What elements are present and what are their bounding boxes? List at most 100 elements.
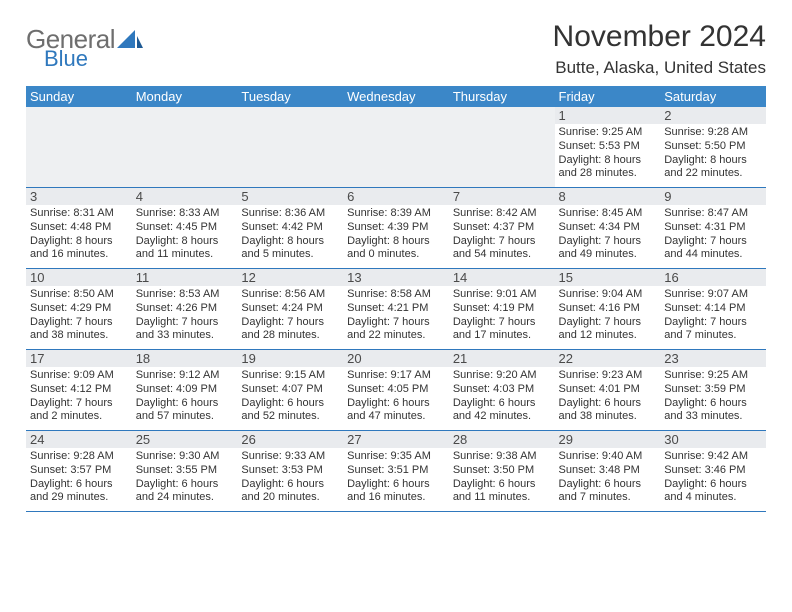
day-content: Sunrise: 9:42 AMSunset: 3:46 PMDaylight:…	[660, 448, 766, 511]
day-content: Sunrise: 8:45 AMSunset: 4:34 PMDaylight:…	[555, 205, 661, 268]
day-number: 18	[132, 350, 238, 367]
day-cell: 4Sunrise: 8:33 AMSunset: 4:45 PMDaylight…	[132, 188, 238, 269]
daylight-text: Daylight: 8 hours and 0 minutes.	[347, 235, 445, 263]
day-number: 21	[449, 350, 555, 367]
sunrise-text: Sunrise: 8:36 AM	[241, 207, 339, 221]
day-cell: 29Sunrise: 9:40 AMSunset: 3:48 PMDayligh…	[555, 431, 661, 512]
sunset-text: Sunset: 3:51 PM	[347, 464, 445, 478]
daylight-text: Daylight: 8 hours and 16 minutes.	[30, 235, 128, 263]
day-number: 5	[237, 188, 343, 205]
sunrise-text: Sunrise: 9:42 AM	[664, 450, 762, 464]
daylight-text: Daylight: 6 hours and 33 minutes.	[664, 397, 762, 425]
day-content: Sunrise: 9:40 AMSunset: 3:48 PMDaylight:…	[555, 448, 661, 511]
day-number: 12	[237, 269, 343, 286]
day-content: Sunrise: 8:47 AMSunset: 4:31 PMDaylight:…	[660, 205, 766, 268]
day-cell	[132, 107, 238, 188]
week-row: 3Sunrise: 8:31 AMSunset: 4:48 PMDaylight…	[26, 188, 766, 269]
day-content	[26, 124, 132, 187]
day-cell: 22Sunrise: 9:23 AMSunset: 4:01 PMDayligh…	[555, 350, 661, 431]
sunrise-text: Sunrise: 9:17 AM	[347, 369, 445, 383]
day-cell: 3Sunrise: 8:31 AMSunset: 4:48 PMDaylight…	[26, 188, 132, 269]
day-content	[343, 124, 449, 187]
logo: General Blue	[26, 20, 143, 70]
day-number: 9	[660, 188, 766, 205]
day-number: 14	[449, 269, 555, 286]
sunrise-text: Sunrise: 8:31 AM	[30, 207, 128, 221]
day-number: 7	[449, 188, 555, 205]
day-cell: 2Sunrise: 9:28 AMSunset: 5:50 PMDaylight…	[660, 107, 766, 188]
dh-sun: Sunday	[26, 86, 132, 107]
day-cell: 19Sunrise: 9:15 AMSunset: 4:07 PMDayligh…	[237, 350, 343, 431]
day-number: 10	[26, 269, 132, 286]
daylight-text: Daylight: 8 hours and 22 minutes.	[664, 154, 762, 182]
day-number: 11	[132, 269, 238, 286]
sunset-text: Sunset: 3:48 PM	[559, 464, 657, 478]
day-cell: 15Sunrise: 9:04 AMSunset: 4:16 PMDayligh…	[555, 269, 661, 350]
sunrise-text: Sunrise: 9:28 AM	[664, 126, 762, 140]
day-content: Sunrise: 8:39 AMSunset: 4:39 PMDaylight:…	[343, 205, 449, 268]
daylight-text: Daylight: 7 hours and 38 minutes.	[30, 316, 128, 344]
day-number: 29	[555, 431, 661, 448]
day-cell: 14Sunrise: 9:01 AMSunset: 4:19 PMDayligh…	[449, 269, 555, 350]
day-cell: 9Sunrise: 8:47 AMSunset: 4:31 PMDaylight…	[660, 188, 766, 269]
week-row: 1Sunrise: 9:25 AMSunset: 5:53 PMDaylight…	[26, 107, 766, 188]
sunrise-text: Sunrise: 9:09 AM	[30, 369, 128, 383]
logo-sail-icon	[117, 30, 143, 50]
day-number	[343, 107, 449, 124]
sunrise-text: Sunrise: 8:45 AM	[559, 207, 657, 221]
sunrise-text: Sunrise: 9:38 AM	[453, 450, 551, 464]
day-number: 27	[343, 431, 449, 448]
day-content: Sunrise: 8:33 AMSunset: 4:45 PMDaylight:…	[132, 205, 238, 268]
sunrise-text: Sunrise: 8:39 AM	[347, 207, 445, 221]
day-cell: 21Sunrise: 9:20 AMSunset: 4:03 PMDayligh…	[449, 350, 555, 431]
sunrise-text: Sunrise: 9:07 AM	[664, 288, 762, 302]
day-content: Sunrise: 9:38 AMSunset: 3:50 PMDaylight:…	[449, 448, 555, 511]
sunset-text: Sunset: 4:14 PM	[664, 302, 762, 316]
day-cell: 16Sunrise: 9:07 AMSunset: 4:14 PMDayligh…	[660, 269, 766, 350]
day-number	[237, 107, 343, 124]
calendar-table: Sunday Monday Tuesday Wednesday Thursday…	[26, 86, 766, 512]
sunrise-text: Sunrise: 8:58 AM	[347, 288, 445, 302]
day-content: Sunrise: 9:25 AMSunset: 3:59 PMDaylight:…	[660, 367, 766, 430]
day-number: 1	[555, 107, 661, 124]
daylight-text: Daylight: 6 hours and 20 minutes.	[241, 478, 339, 506]
sunset-text: Sunset: 3:59 PM	[664, 383, 762, 397]
day-content: Sunrise: 9:20 AMSunset: 4:03 PMDaylight:…	[449, 367, 555, 430]
day-number: 15	[555, 269, 661, 286]
day-content: Sunrise: 9:35 AMSunset: 3:51 PMDaylight:…	[343, 448, 449, 511]
sunrise-text: Sunrise: 8:33 AM	[136, 207, 234, 221]
sunrise-text: Sunrise: 8:53 AM	[136, 288, 234, 302]
day-number: 3	[26, 188, 132, 205]
day-number: 25	[132, 431, 238, 448]
day-content: Sunrise: 9:01 AMSunset: 4:19 PMDaylight:…	[449, 286, 555, 349]
day-content: Sunrise: 9:23 AMSunset: 4:01 PMDaylight:…	[555, 367, 661, 430]
day-number: 17	[26, 350, 132, 367]
daylight-text: Daylight: 7 hours and 12 minutes.	[559, 316, 657, 344]
day-cell: 30Sunrise: 9:42 AMSunset: 3:46 PMDayligh…	[660, 431, 766, 512]
sunset-text: Sunset: 3:57 PM	[30, 464, 128, 478]
day-content: Sunrise: 8:56 AMSunset: 4:24 PMDaylight:…	[237, 286, 343, 349]
day-number: 19	[237, 350, 343, 367]
day-cell: 11Sunrise: 8:53 AMSunset: 4:26 PMDayligh…	[132, 269, 238, 350]
month-title: November 2024	[553, 20, 766, 54]
day-number: 28	[449, 431, 555, 448]
sunset-text: Sunset: 4:03 PM	[453, 383, 551, 397]
day-content: Sunrise: 9:07 AMSunset: 4:14 PMDaylight:…	[660, 286, 766, 349]
dh-mon: Monday	[132, 86, 238, 107]
daylight-text: Daylight: 8 hours and 5 minutes.	[241, 235, 339, 263]
day-number: 13	[343, 269, 449, 286]
daylight-text: Daylight: 6 hours and 42 minutes.	[453, 397, 551, 425]
dh-tue: Tuesday	[237, 86, 343, 107]
sunrise-text: Sunrise: 9:25 AM	[559, 126, 657, 140]
week-row: 24Sunrise: 9:28 AMSunset: 3:57 PMDayligh…	[26, 431, 766, 512]
sunrise-text: Sunrise: 8:42 AM	[453, 207, 551, 221]
day-cell: 25Sunrise: 9:30 AMSunset: 3:55 PMDayligh…	[132, 431, 238, 512]
day-content: Sunrise: 8:42 AMSunset: 4:37 PMDaylight:…	[449, 205, 555, 268]
day-content: Sunrise: 9:28 AMSunset: 3:57 PMDaylight:…	[26, 448, 132, 511]
daylight-text: Daylight: 6 hours and 11 minutes.	[453, 478, 551, 506]
daylight-text: Daylight: 7 hours and 2 minutes.	[30, 397, 128, 425]
day-content: Sunrise: 9:09 AMSunset: 4:12 PMDaylight:…	[26, 367, 132, 430]
daylight-text: Daylight: 7 hours and 49 minutes.	[559, 235, 657, 263]
day-content: Sunrise: 9:15 AMSunset: 4:07 PMDaylight:…	[237, 367, 343, 430]
day-cell: 1Sunrise: 9:25 AMSunset: 5:53 PMDaylight…	[555, 107, 661, 188]
